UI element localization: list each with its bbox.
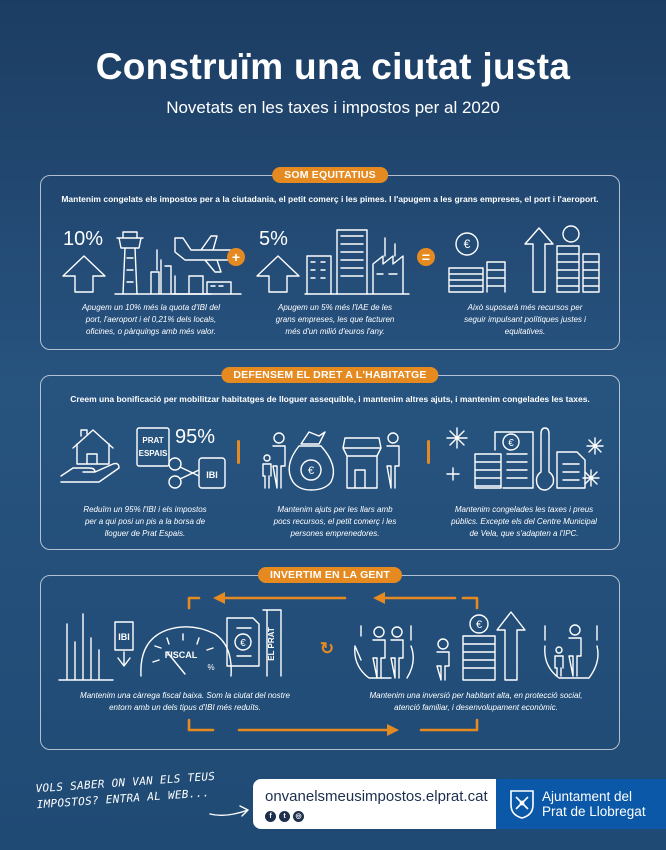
- family-icon: €: [262, 431, 400, 491]
- svg-text:IBI: IBI: [118, 632, 130, 642]
- svg-text:ESPAIS: ESPAIS: [139, 449, 168, 458]
- percentage-label: 10%: [63, 228, 104, 250]
- city-council-name: Ajuntament del Prat de Llobregat: [542, 789, 646, 819]
- cycle-arrows-bottom: [187, 718, 479, 736]
- website-box[interactable]: onvanelsmeusimpostos.elprat.cat f t ◎: [253, 779, 496, 829]
- plus-icon: +: [227, 248, 245, 266]
- house-in-hand-icon: [60, 429, 120, 483]
- frozen-fees-icon: €: [446, 427, 604, 491]
- prat-espais-sign-icon: PRAT ESPAIS: [136, 427, 170, 467]
- page-title: Construïm una ciutat justa: [95, 46, 571, 87]
- cycle-icon: ↻: [319, 639, 335, 658]
- svg-text:IBI: IBI: [206, 470, 218, 480]
- svg-text:EL PRAT: EL PRAT: [267, 627, 276, 661]
- arrow-up-icon: [256, 255, 300, 293]
- coat-of-arms-icon: [510, 790, 534, 819]
- caption-prat-espais: Reduïm un 95% l'IBI i els impostos per a …: [83, 505, 207, 538]
- percentage-label: 95%: [175, 426, 216, 448]
- svg-text:€: €: [464, 237, 471, 251]
- section-divider: [237, 440, 240, 464]
- handwritten-question: VOLS SABER ON VAN ELS TEUS IMPOSTOS? ENT…: [35, 769, 216, 812]
- section-divider: [427, 440, 430, 464]
- arrow-up-icon: [62, 255, 106, 293]
- caption-large-companies: Apugem un 5% més l'IAE de les grans empre…: [275, 303, 395, 336]
- caption-more-resources: Això suposarà més recursos per seguir imp…: [464, 303, 586, 336]
- section-badge: SOM EQUITATIUS: [272, 167, 388, 183]
- page-subtitle: Novetats en les taxes i impostos per al …: [166, 98, 500, 117]
- section-badge: DEFENSEM EL DRET A L'HABITATGE: [221, 367, 439, 383]
- instagram-icon[interactable]: ◎: [293, 811, 304, 822]
- svg-text:FISCAL: FISCAL: [165, 650, 198, 660]
- caption-investment: Mantenim una inversió per habitant alta,…: [369, 691, 583, 712]
- buildings-icon: [304, 229, 410, 295]
- section-badge: INVERTIM EN LA GENT: [257, 567, 403, 583]
- svg-text:PRAT: PRAT: [142, 436, 163, 445]
- section-people: INVERTIM EN LA GENT IBI FISCAL % € EL PR…: [40, 567, 620, 750]
- coin-stacks-icon: €: [448, 225, 600, 293]
- cycle-arrows-top: [187, 592, 479, 610]
- arrow-right-icon: [209, 805, 249, 817]
- caption-airport-ibi: Apugem un 10% més la quota d'IBI del port…: [81, 303, 221, 336]
- website-url[interactable]: onvanelsmeusimpostos.elprat.cat: [265, 788, 488, 805]
- caption-household-aid: Mantenim ajuts per les llars amb pocs rec…: [273, 505, 397, 538]
- equals-icon: =: [417, 248, 435, 266]
- facebook-icon[interactable]: f: [265, 811, 276, 822]
- investment-icon: €: [354, 611, 599, 681]
- svg-text:€: €: [508, 438, 514, 449]
- svg-text:€: €: [308, 465, 314, 477]
- percentage-label: 5%: [259, 228, 288, 250]
- svg-text:€: €: [240, 638, 246, 649]
- airport-tower-icon: [114, 231, 212, 295]
- section-intro: Creem una bonificació per mobilitzar hab…: [70, 394, 590, 404]
- low-tax-icon: IBI FISCAL % € EL PRAT: [58, 609, 282, 681]
- social-links: f t ◎: [265, 811, 304, 822]
- twitter-icon[interactable]: t: [279, 811, 290, 822]
- cut-ibi-icon: IBI: [168, 457, 226, 489]
- section-intro: Mantenim congelats els impostos per a la…: [61, 194, 599, 204]
- caption-low-tax: Mantenim una càrrega fiscal baixa. Som l…: [80, 691, 290, 712]
- caption-frozen-fees: Mantenim congelades les taxes i preus púb…: [451, 505, 597, 538]
- svg-text:€: €: [476, 619, 482, 631]
- svg-text:%: %: [207, 663, 214, 672]
- city-council-logo: Ajuntament del Prat de Llobregat: [496, 779, 666, 829]
- section-housing: DEFENSEM EL DRET A L'HABITATGE Creem una…: [40, 367, 620, 550]
- section-equity: SOM EQUITATIUS Mantenim congelats els im…: [40, 167, 620, 350]
